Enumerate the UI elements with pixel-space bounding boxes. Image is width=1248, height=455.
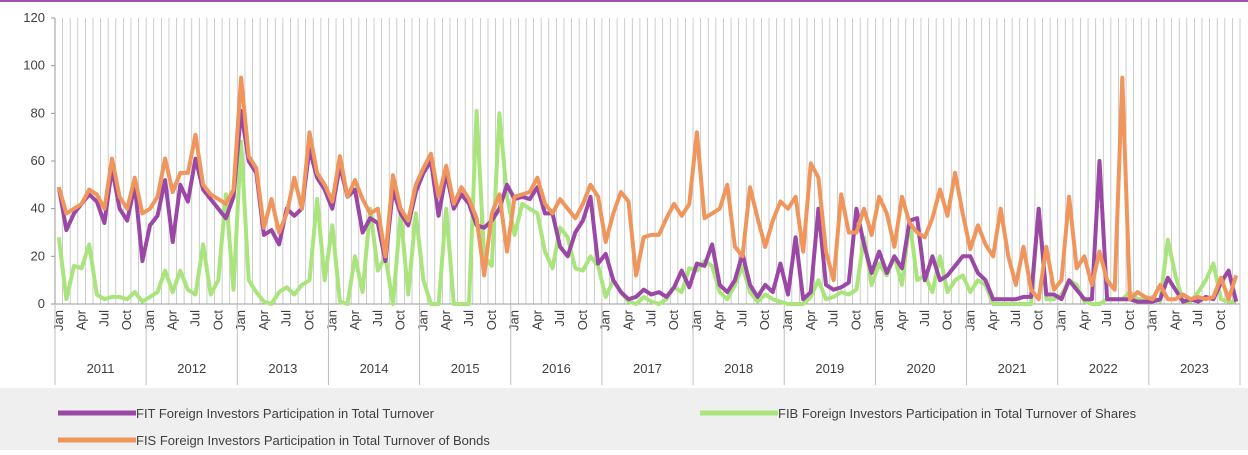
x-tick-label: Jan (1053, 310, 1068, 331)
x-tick-label: Jul (370, 310, 385, 327)
year-label: 2022 (1089, 361, 1118, 376)
legend-label: FIB Foreign Investors Participation in T… (778, 406, 1137, 421)
x-tick-label: Oct (575, 310, 590, 331)
x-tick-label: Apr (894, 309, 909, 330)
x-tick-label: Jan (598, 310, 613, 331)
year-label: 2023 (1180, 361, 1209, 376)
x-tick-label: Jan (871, 310, 886, 331)
x-tick-label: Jul (643, 310, 658, 327)
y-tick-label: 100 (23, 58, 45, 73)
x-tick-label: Oct (301, 310, 316, 331)
x-tick-label: Jul (461, 310, 476, 327)
year-label: 2016 (542, 361, 571, 376)
x-tick-label: Oct (393, 310, 408, 331)
x-tick-label: Apr (165, 309, 180, 330)
x-tick-label: Oct (1213, 310, 1228, 331)
y-tick-label: 20 (31, 248, 45, 263)
x-tick-label: Oct (210, 310, 225, 331)
x-tick-label: Oct (666, 310, 681, 331)
x-tick-label: Apr (1167, 309, 1182, 330)
x-tick-label: Jul (826, 310, 841, 327)
x-tick-label: Apr (438, 309, 453, 330)
year-label: 2020 (907, 361, 936, 376)
x-tick-label: Jan (324, 310, 339, 331)
x-tick-label: Jan (415, 310, 430, 331)
x-tick-label: Jul (1190, 310, 1205, 327)
x-tick-label: Apr (621, 309, 636, 330)
year-label: 2019 (815, 361, 844, 376)
year-label: 2013 (268, 361, 297, 376)
year-label: 2018 (724, 361, 753, 376)
x-tick-label: Jan (689, 310, 704, 331)
x-tick-label: Oct (1122, 310, 1137, 331)
y-tick-label: 0 (38, 296, 45, 311)
x-tick-label: Apr (1076, 309, 1091, 330)
x-tick-label: Oct (484, 310, 499, 331)
year-label: 2021 (998, 361, 1027, 376)
x-tick-label: Jan (780, 310, 795, 331)
x-tick-label: Apr (985, 309, 1000, 330)
legend-label: FIS Foreign Investors Participation in T… (136, 433, 490, 448)
x-tick-label: Apr (712, 309, 727, 330)
y-tick-label: 40 (31, 201, 45, 216)
year-label: 2015 (451, 361, 480, 376)
legend-label: FIT Foreign Investors Participation in T… (136, 406, 435, 421)
x-tick-label: Apr (803, 309, 818, 330)
x-tick-label: Oct (848, 310, 863, 331)
x-tick-label: Jul (552, 310, 567, 327)
x-tick-label: Jul (734, 310, 749, 327)
y-tick-label: 80 (31, 105, 45, 120)
x-tick-label: Jul (1099, 310, 1114, 327)
x-tick-label: Jan (962, 310, 977, 331)
x-tick-label: Jul (279, 310, 294, 327)
x-tick-label: Jan (507, 310, 522, 331)
year-label: 2017 (633, 361, 662, 376)
x-tick-label: Oct (119, 310, 134, 331)
x-tick-label: Jul (1008, 310, 1023, 327)
x-tick-label: Apr (74, 309, 89, 330)
series-line (56, 75, 1239, 302)
year-label: 2011 (87, 361, 115, 376)
x-tick-label: Jul (917, 310, 932, 327)
x-tick-label: Jan (51, 310, 66, 331)
x-tick-label: Oct (940, 310, 955, 331)
x-tick-label: Jul (188, 310, 203, 327)
x-tick-label: Apr (256, 309, 271, 330)
x-tick-label: Oct (757, 310, 772, 331)
x-tick-label: Apr (347, 309, 362, 330)
x-tick-label: Apr (529, 309, 544, 330)
x-tick-label: Jul (96, 310, 111, 327)
x-tick-label: Oct (1031, 310, 1046, 331)
x-tick-label: Jan (233, 310, 248, 331)
year-label: 2012 (177, 361, 206, 376)
year-label: 2014 (360, 361, 389, 376)
x-tick-label: Jan (1145, 310, 1160, 331)
y-tick-label: 60 (31, 153, 45, 168)
x-tick-label: Jan (142, 310, 157, 331)
y-tick-label: 120 (23, 10, 45, 25)
